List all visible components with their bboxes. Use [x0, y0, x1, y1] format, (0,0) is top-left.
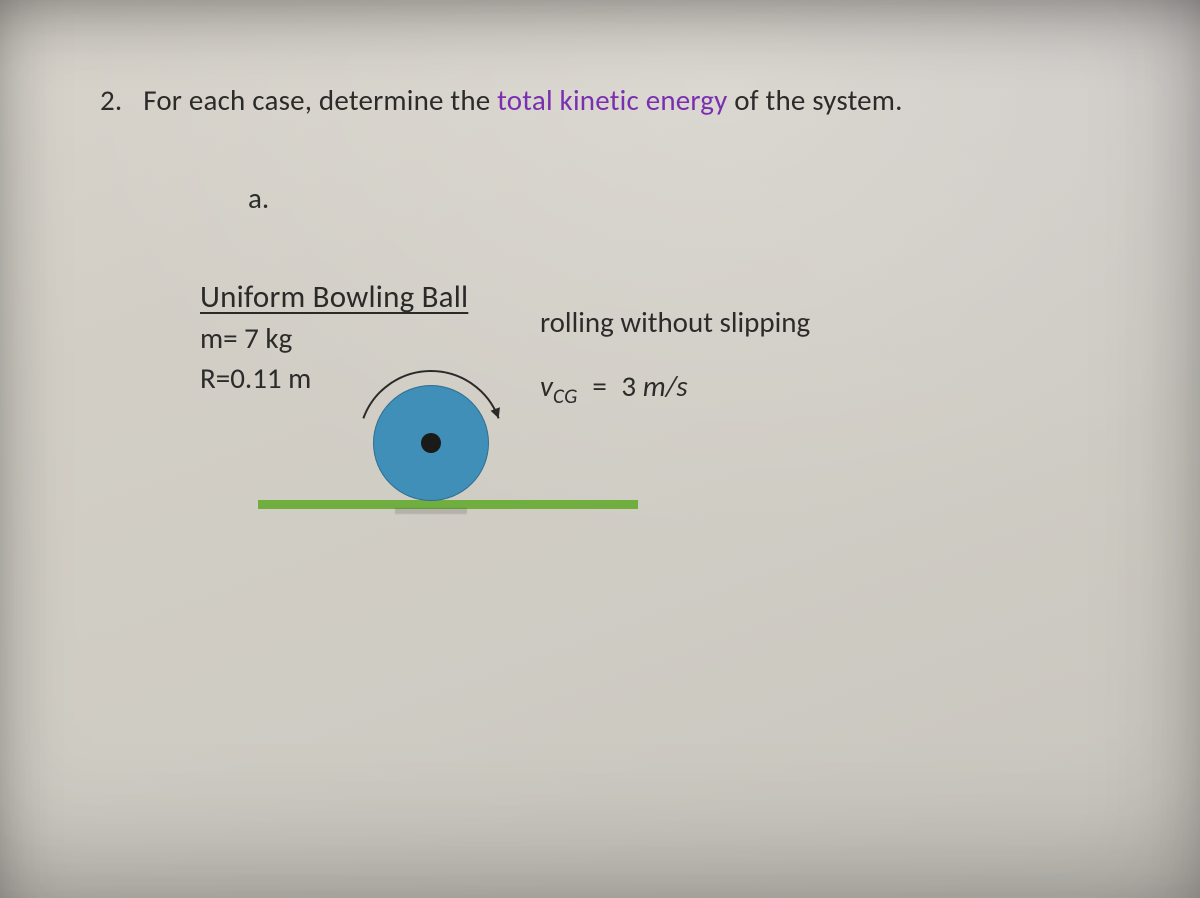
velocity-symbol: v: [540, 368, 553, 404]
question-emphasis: total kinetic energy: [497, 82, 727, 118]
rolling-label: rolling without slipping: [540, 304, 810, 340]
page: 2. For each case, determine the total ki…: [0, 0, 1200, 898]
velocity-unit: m/s: [643, 368, 688, 404]
velocity-arrow-icon: [200, 314, 256, 316]
question-line: 2. For each case, determine the total ki…: [100, 82, 1120, 118]
question-number: 2.: [100, 82, 122, 118]
rotation-arc-path: [363, 371, 498, 418]
right-labels: rolling without slipping vCG = 3 m/s: [540, 304, 810, 409]
question-suffix: of the system.: [727, 82, 902, 118]
part-label: a.: [248, 180, 1120, 216]
figure: Uniform Bowling Ball m= 7 kg R=0.11 m ro…: [200, 278, 960, 558]
equals-sign: =: [592, 368, 606, 404]
velocity-value: 3: [621, 368, 636, 404]
velocity-label: vCG = 3 m/s: [540, 368, 810, 409]
velocity-subscript: CG: [553, 383, 578, 409]
question-prefix: For each case, determine the: [143, 82, 497, 118]
